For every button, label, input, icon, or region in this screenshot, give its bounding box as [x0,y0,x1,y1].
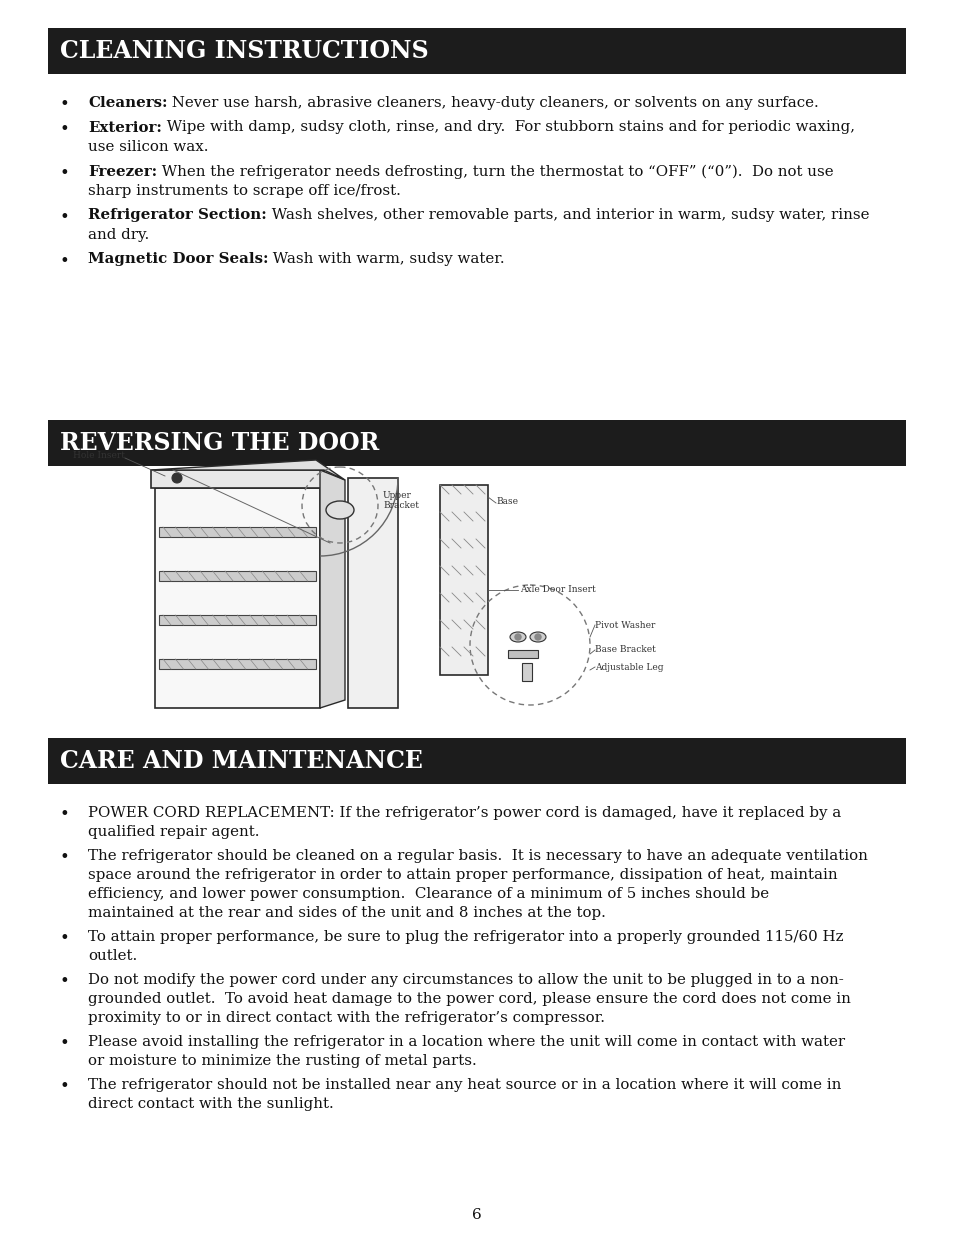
Polygon shape [151,459,345,480]
Bar [151,471,324,488]
Bar [507,650,537,658]
Text: outlet.: outlet. [88,948,137,963]
Text: sharp instruments to scrape off ice/frost.: sharp instruments to scrape off ice/fros… [88,184,400,198]
Text: •: • [60,806,70,823]
Text: The refrigerator should be cleaned on a regular basis.  It is necessary to have : The refrigerator should be cleaned on a … [88,848,867,863]
Text: Wash with warm, sudsy water.: Wash with warm, sudsy water. [268,252,504,267]
Text: Adjustable Leg: Adjustable Leg [595,662,662,672]
Text: and dry.: and dry. [88,228,149,242]
Text: proximity to or in direct contact with the refrigerator’s compressor.: proximity to or in direct contact with t… [88,1011,604,1025]
Text: •: • [60,209,70,226]
Text: CLEANING INSTRUCTIONS: CLEANING INSTRUCTIONS [60,40,428,63]
Text: or moisture to minimize the rusting of metal parts.: or moisture to minimize the rusting of m… [88,1053,476,1068]
Text: Hole Insert: Hole Insert [73,452,125,461]
Text: Cleaners:: Cleaners: [88,96,168,110]
Text: Exterior:: Exterior: [88,121,162,135]
Text: Wash shelves, other removable parts, and interior in warm, sudsy water, rinse: Wash shelves, other removable parts, and… [267,209,868,222]
Bar [48,28,905,74]
Text: Never use harsh, abrasive cleaners, heavy-duty cleaners, or solvents on any surf: Never use harsh, abrasive cleaners, heav… [168,96,819,110]
Text: When the refrigerator needs defrosting, turn the thermostat to “OFF” (“0”).  Do : When the refrigerator needs defrosting, … [157,164,833,179]
Text: qualified repair agent.: qualified repair agent. [88,825,259,839]
Text: maintained at the rear and sides of the unit and 8 inches at the top.: maintained at the rear and sides of the … [88,906,605,920]
Text: •: • [60,1035,70,1052]
Text: Base: Base [496,496,517,506]
Bar [159,527,315,537]
Text: Upper
Bracket: Upper Bracket [382,492,418,510]
Text: •: • [60,164,70,182]
Bar [439,485,488,676]
Text: •: • [60,96,70,112]
Text: •: • [60,121,70,137]
Text: space around the refrigerator in order to attain proper performance, dissipation: space around the refrigerator in order t… [88,868,837,882]
Bar [48,739,905,784]
Text: Wipe with damp, sudsy cloth, rinse, and dry.  For stubborn stains and for period: Wipe with damp, sudsy cloth, rinse, and … [162,121,854,135]
Text: •: • [60,973,70,990]
Text: use silicon wax.: use silicon wax. [88,140,209,154]
Text: •: • [60,930,70,947]
Bar [154,488,319,708]
Text: •: • [60,848,70,866]
Text: To attain proper performance, be sure to plug the refrigerator into a properly g: To attain proper performance, be sure to… [88,930,842,944]
Ellipse shape [326,501,354,519]
Text: Please avoid installing the refrigerator in a location where the unit will come : Please avoid installing the refrigerator… [88,1035,844,1049]
Circle shape [172,473,182,483]
Bar [348,478,397,708]
Circle shape [515,634,520,640]
Text: The refrigerator should not be installed near any heat source or in a location w: The refrigerator should not be installed… [88,1078,841,1092]
Bar [159,571,315,580]
Text: efficiency, and lower power consumption.  Clearance of a minimum of 5 inches sho: efficiency, and lower power consumption.… [88,887,768,902]
Bar [159,659,315,669]
Text: Do not modify the power cord under any circumstances to allow the unit to be plu: Do not modify the power cord under any c… [88,973,842,987]
Polygon shape [319,471,345,708]
Text: •: • [60,252,70,269]
Text: 6: 6 [472,1208,481,1221]
Text: Freezer:: Freezer: [88,164,157,179]
Text: Magnetic Door Seals:: Magnetic Door Seals: [88,252,268,267]
Text: CARE AND MAINTENANCE: CARE AND MAINTENANCE [60,748,422,773]
Text: POWER CORD REPLACEMENT: If the refrigerator’s power cord is damaged, have it rep: POWER CORD REPLACEMENT: If the refrigera… [88,806,841,820]
Bar [48,420,905,466]
Text: REVERSING THE DOOR: REVERSING THE DOOR [60,431,379,454]
Ellipse shape [530,632,545,642]
Text: Base Bracket: Base Bracket [595,646,655,655]
Text: Pivot Washer: Pivot Washer [595,620,655,630]
Text: Refrigerator Section:: Refrigerator Section: [88,209,267,222]
Circle shape [535,634,540,640]
Ellipse shape [510,632,525,642]
Bar [159,615,315,625]
Text: Axle Door Insert: Axle Door Insert [519,585,595,594]
Bar [521,663,532,680]
Text: grounded outlet.  To avoid heat damage to the power cord, please ensure the cord: grounded outlet. To avoid heat damage to… [88,992,850,1007]
Text: •: • [60,1078,70,1095]
Text: direct contact with the sunlight.: direct contact with the sunlight. [88,1097,334,1112]
